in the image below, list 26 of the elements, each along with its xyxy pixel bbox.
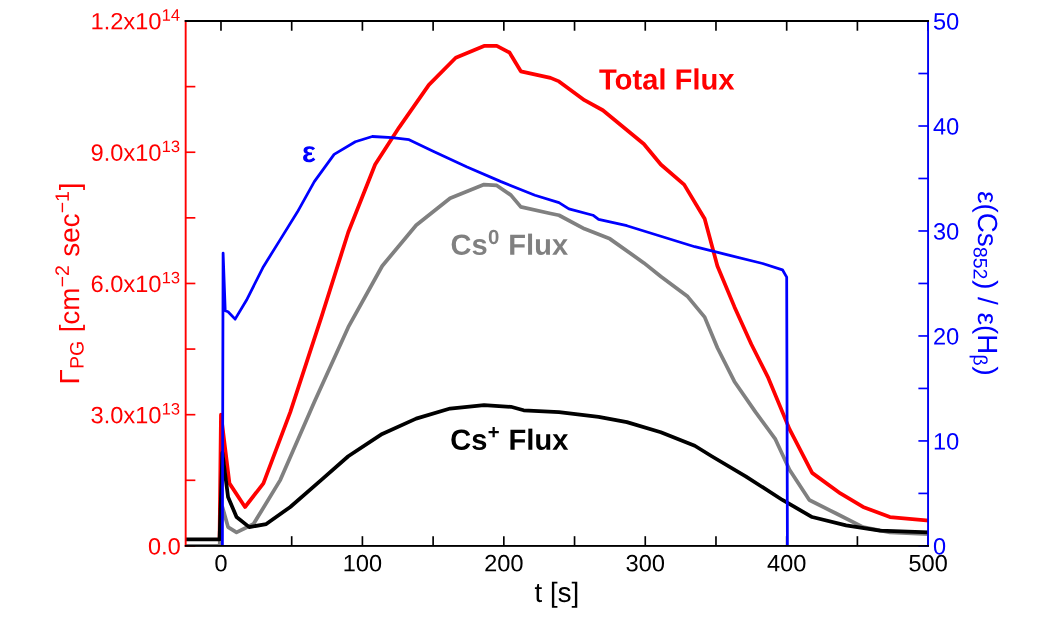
y-tick-label: 0.0	[148, 537, 180, 555]
x-tick-label: 100	[344, 554, 382, 572]
y-tick-label: 3.0x10$^{13}$	[91, 402, 180, 424]
y-axis-title: Γ$_{PG}$ [cm$^{−2}$ sec$^{−1}$]	[55, 184, 85, 383]
y2-tick-label: 0	[933, 537, 946, 555]
x-tick-label: 500	[909, 554, 947, 572]
y-tick-label: 9.0x10$^{13}$	[91, 140, 180, 161]
y2-tick-label: 30	[933, 223, 959, 240]
line-series	[221, 135, 789, 546]
y-tick-label: 1.2x10$^{14}$	[92, 9, 180, 30]
series-label: Cs$^{0}$ Flux	[451, 229, 568, 256]
series-label: Cs$^{+}$ Flux	[451, 427, 569, 451]
y2-tick-label: 50	[933, 13, 959, 30]
line-series	[185, 403, 929, 542]
x-tick-label: 300	[626, 554, 665, 572]
y2-tick-label: 20	[934, 328, 959, 345]
series-label: Total Flux	[599, 68, 735, 90]
y2-tick-label: 10	[934, 433, 959, 450]
x-axis-title: t [s]	[534, 581, 578, 608]
y2-axis-title: ε(Cs$_{852}$) / ε(H$_{β}$)	[969, 192, 999, 374]
x-tick-label: 200	[485, 554, 523, 572]
y-tick-label: 6.0x10$^{13}$	[91, 271, 180, 293]
x-tick-label: 0	[215, 554, 227, 572]
x-tick-label: 400	[767, 554, 806, 572]
y2-tick-label: 40	[933, 118, 959, 135]
series-label: ε	[303, 146, 316, 163]
